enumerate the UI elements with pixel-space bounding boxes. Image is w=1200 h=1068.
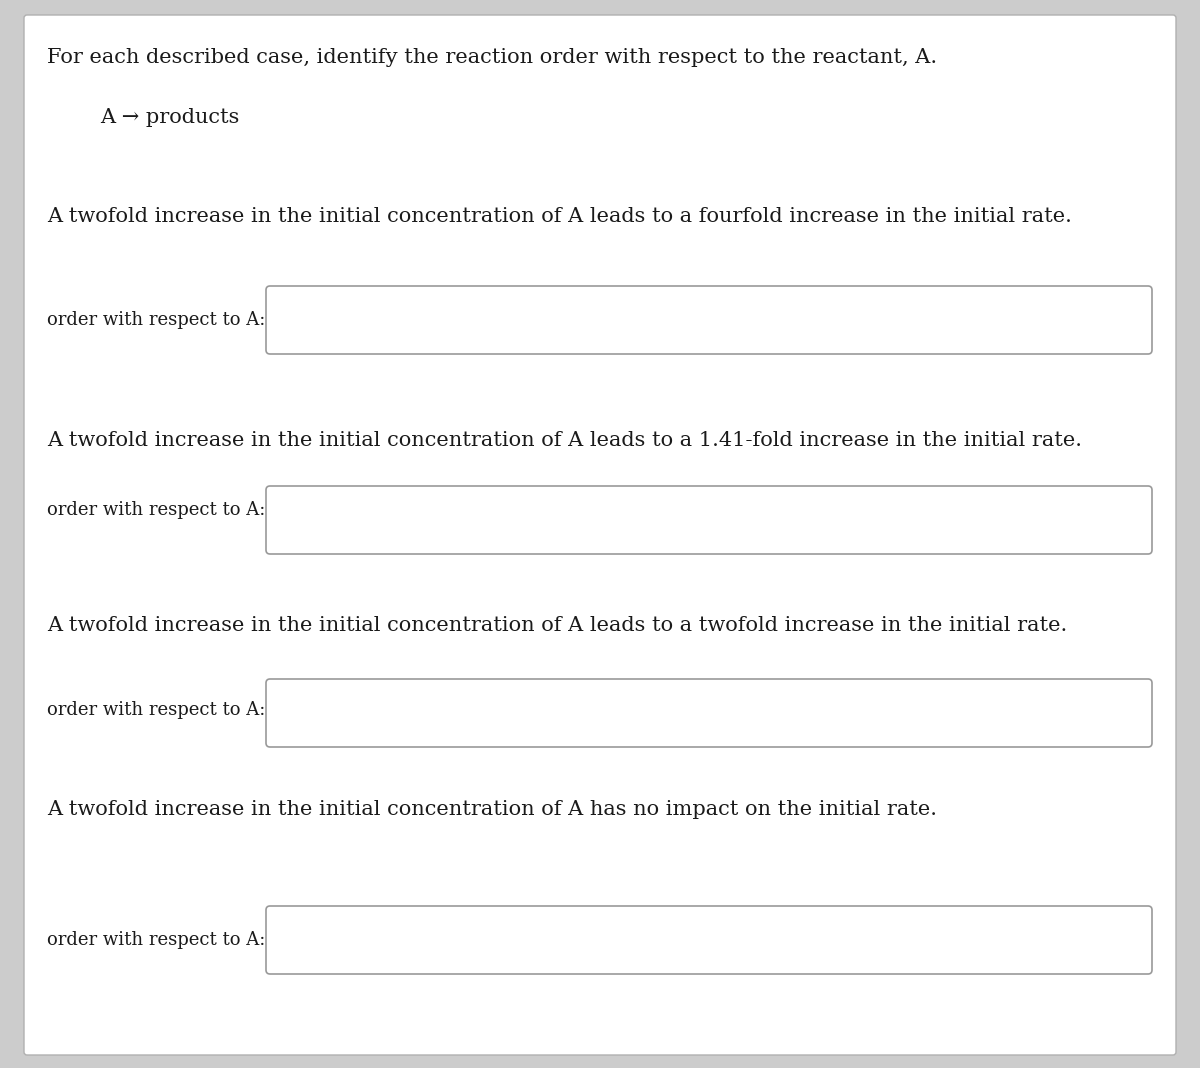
FancyBboxPatch shape <box>266 906 1152 974</box>
Text: order with respect to A:: order with respect to A: <box>47 501 265 519</box>
FancyBboxPatch shape <box>266 679 1152 747</box>
Text: A twofold increase in the initial concentration of A leads to a 1.41-fold increa: A twofold increase in the initial concen… <box>47 431 1082 450</box>
FancyBboxPatch shape <box>24 15 1176 1055</box>
Text: order with respect to A:: order with respect to A: <box>47 701 265 719</box>
Text: A twofold increase in the initial concentration of A leads to a fourfold increas: A twofold increase in the initial concen… <box>47 207 1072 226</box>
FancyBboxPatch shape <box>266 486 1152 554</box>
Text: A → products: A → products <box>100 108 239 127</box>
Text: order with respect to A:: order with respect to A: <box>47 931 265 949</box>
Text: A twofold increase in the initial concentration of A leads to a twofold increase: A twofold increase in the initial concen… <box>47 616 1067 635</box>
Text: For each described case, identify the reaction order with respect to the reactan: For each described case, identify the re… <box>47 48 937 67</box>
Text: A twofold increase in the initial concentration of A has no impact on the initia: A twofold increase in the initial concen… <box>47 800 937 819</box>
Text: order with respect to A:: order with respect to A: <box>47 311 265 329</box>
FancyBboxPatch shape <box>266 286 1152 354</box>
